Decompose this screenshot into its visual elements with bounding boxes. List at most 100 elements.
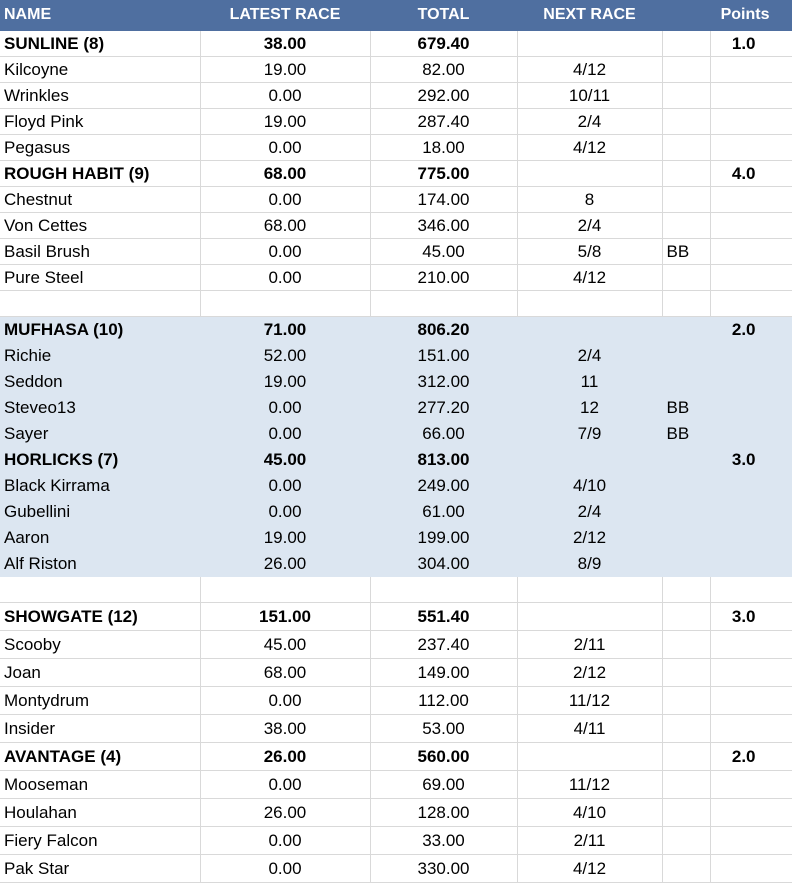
cell-points: 3.0 [710, 602, 792, 631]
cell-next-race: 11 [517, 368, 663, 395]
cell-note [662, 134, 711, 161]
cell-note [662, 56, 711, 83]
cell-next-race: 4/12 [517, 134, 663, 161]
cell-latest-race: 0.00 [200, 264, 371, 291]
group-row: HORLICKS (7) 45.00 813.00 3.0 [0, 446, 792, 473]
cell-name: SUNLINE (8) [0, 30, 201, 57]
header-total: TOTAL [370, 0, 518, 31]
cell-note [662, 602, 711, 631]
table-row: Wrinkles 0.00 292.00 10/11 [0, 82, 792, 109]
cell-points [710, 238, 792, 265]
cell-latest-race: 151.00 [200, 602, 371, 631]
spacer-row [0, 290, 792, 317]
cell-total: 33.00 [370, 826, 518, 855]
table-row: Von Cettes 68.00 346.00 2/4 [0, 212, 792, 239]
cell-note: BB [662, 420, 711, 447]
cell-name: Alf Riston [0, 550, 201, 577]
cell-name: Houlahan [0, 798, 201, 827]
cell-total: 53.00 [370, 714, 518, 743]
cell-name: Steveo13 [0, 394, 201, 421]
cell-name: Mooseman [0, 770, 201, 799]
cell-total: 69.00 [370, 770, 518, 799]
table-row: Gubellini 0.00 61.00 2/4 [0, 498, 792, 525]
cell-latest-race: 38.00 [200, 714, 371, 743]
cell-note [662, 630, 711, 659]
cell-latest-race: 0.00 [200, 854, 371, 883]
cell-latest-race: 68.00 [200, 160, 371, 187]
cell-total: 813.00 [370, 446, 518, 473]
cell-points [710, 658, 792, 687]
cell-points [710, 420, 792, 447]
group-row: SUNLINE (8) 38.00 679.40 1.0 [0, 30, 792, 57]
cell-note [662, 368, 711, 395]
cell-latest-race: 68.00 [200, 212, 371, 239]
cell-note [662, 290, 711, 317]
cell-total: 61.00 [370, 498, 518, 525]
table-row: Scooby 45.00 237.40 2/11 [0, 630, 792, 659]
cell-name: SHOWGATE (12) [0, 602, 201, 631]
cell-total: 151.00 [370, 342, 518, 369]
table-row: Fiery Falcon 0.00 33.00 2/11 [0, 826, 792, 855]
cell-latest-race: 52.00 [200, 342, 371, 369]
cell-next-race: 4/10 [517, 472, 663, 499]
cell-points [710, 212, 792, 239]
cell-note [662, 498, 711, 525]
cell-name: Joan [0, 658, 201, 687]
cell-total: 775.00 [370, 160, 518, 187]
cell-note [662, 854, 711, 883]
cell-total: 82.00 [370, 56, 518, 83]
cell-points: 2.0 [710, 316, 792, 343]
header-name: NAME [0, 0, 201, 31]
cell-latest-race: 0.00 [200, 826, 371, 855]
cell-name: Kilcoyne [0, 56, 201, 83]
cell-total: 174.00 [370, 186, 518, 213]
cell-next-race: 4/12 [517, 854, 663, 883]
cell-total: 292.00 [370, 82, 518, 109]
cell-next-race [517, 160, 663, 187]
cell-note [662, 342, 711, 369]
cell-points [710, 630, 792, 659]
cell-name: Gubellini [0, 498, 201, 525]
cell-name: Scooby [0, 630, 201, 659]
cell-latest-race: 0.00 [200, 82, 371, 109]
cell-name: Pak Star [0, 854, 201, 883]
cell-points: 4.0 [710, 160, 792, 187]
cell-total: 679.40 [370, 30, 518, 57]
table-row: Joan 68.00 149.00 2/12 [0, 658, 792, 687]
cell-points [710, 498, 792, 525]
cell-name: Black Kirrama [0, 472, 201, 499]
cell-total [370, 290, 518, 317]
cell-next-race: 5/8 [517, 238, 663, 265]
table-row: Floyd Pink 19.00 287.40 2/4 [0, 108, 792, 135]
cell-latest-race: 68.00 [200, 658, 371, 687]
cell-next-race [517, 602, 663, 631]
cell-note [662, 212, 711, 239]
cell-name: Seddon [0, 368, 201, 395]
cell-latest-race: 45.00 [200, 446, 371, 473]
cell-points [710, 686, 792, 715]
cell-name: Insider [0, 714, 201, 743]
cell-next-race [517, 446, 663, 473]
cell-name: Richie [0, 342, 201, 369]
cell-total: 806.20 [370, 316, 518, 343]
cell-name: Montydrum [0, 686, 201, 715]
cell-note [662, 108, 711, 135]
cell-total: 312.00 [370, 368, 518, 395]
header-row: NAME LATEST RACE TOTAL NEXT RACE Points [0, 0, 792, 31]
cell-note [662, 524, 711, 551]
cell-name [0, 576, 201, 603]
cell-points: 1.0 [710, 30, 792, 57]
cell-note [662, 160, 711, 187]
table-row: Chestnut 0.00 174.00 8 [0, 186, 792, 213]
cell-latest-race: 26.00 [200, 550, 371, 577]
cell-latest-race [200, 290, 371, 317]
cell-note [662, 714, 711, 743]
cell-points [710, 134, 792, 161]
cell-next-race: 4/12 [517, 56, 663, 83]
cell-next-race [517, 316, 663, 343]
cell-note [662, 550, 711, 577]
cell-points: 2.0 [710, 742, 792, 771]
cell-latest-race: 26.00 [200, 742, 371, 771]
cell-next-race: 8 [517, 186, 663, 213]
